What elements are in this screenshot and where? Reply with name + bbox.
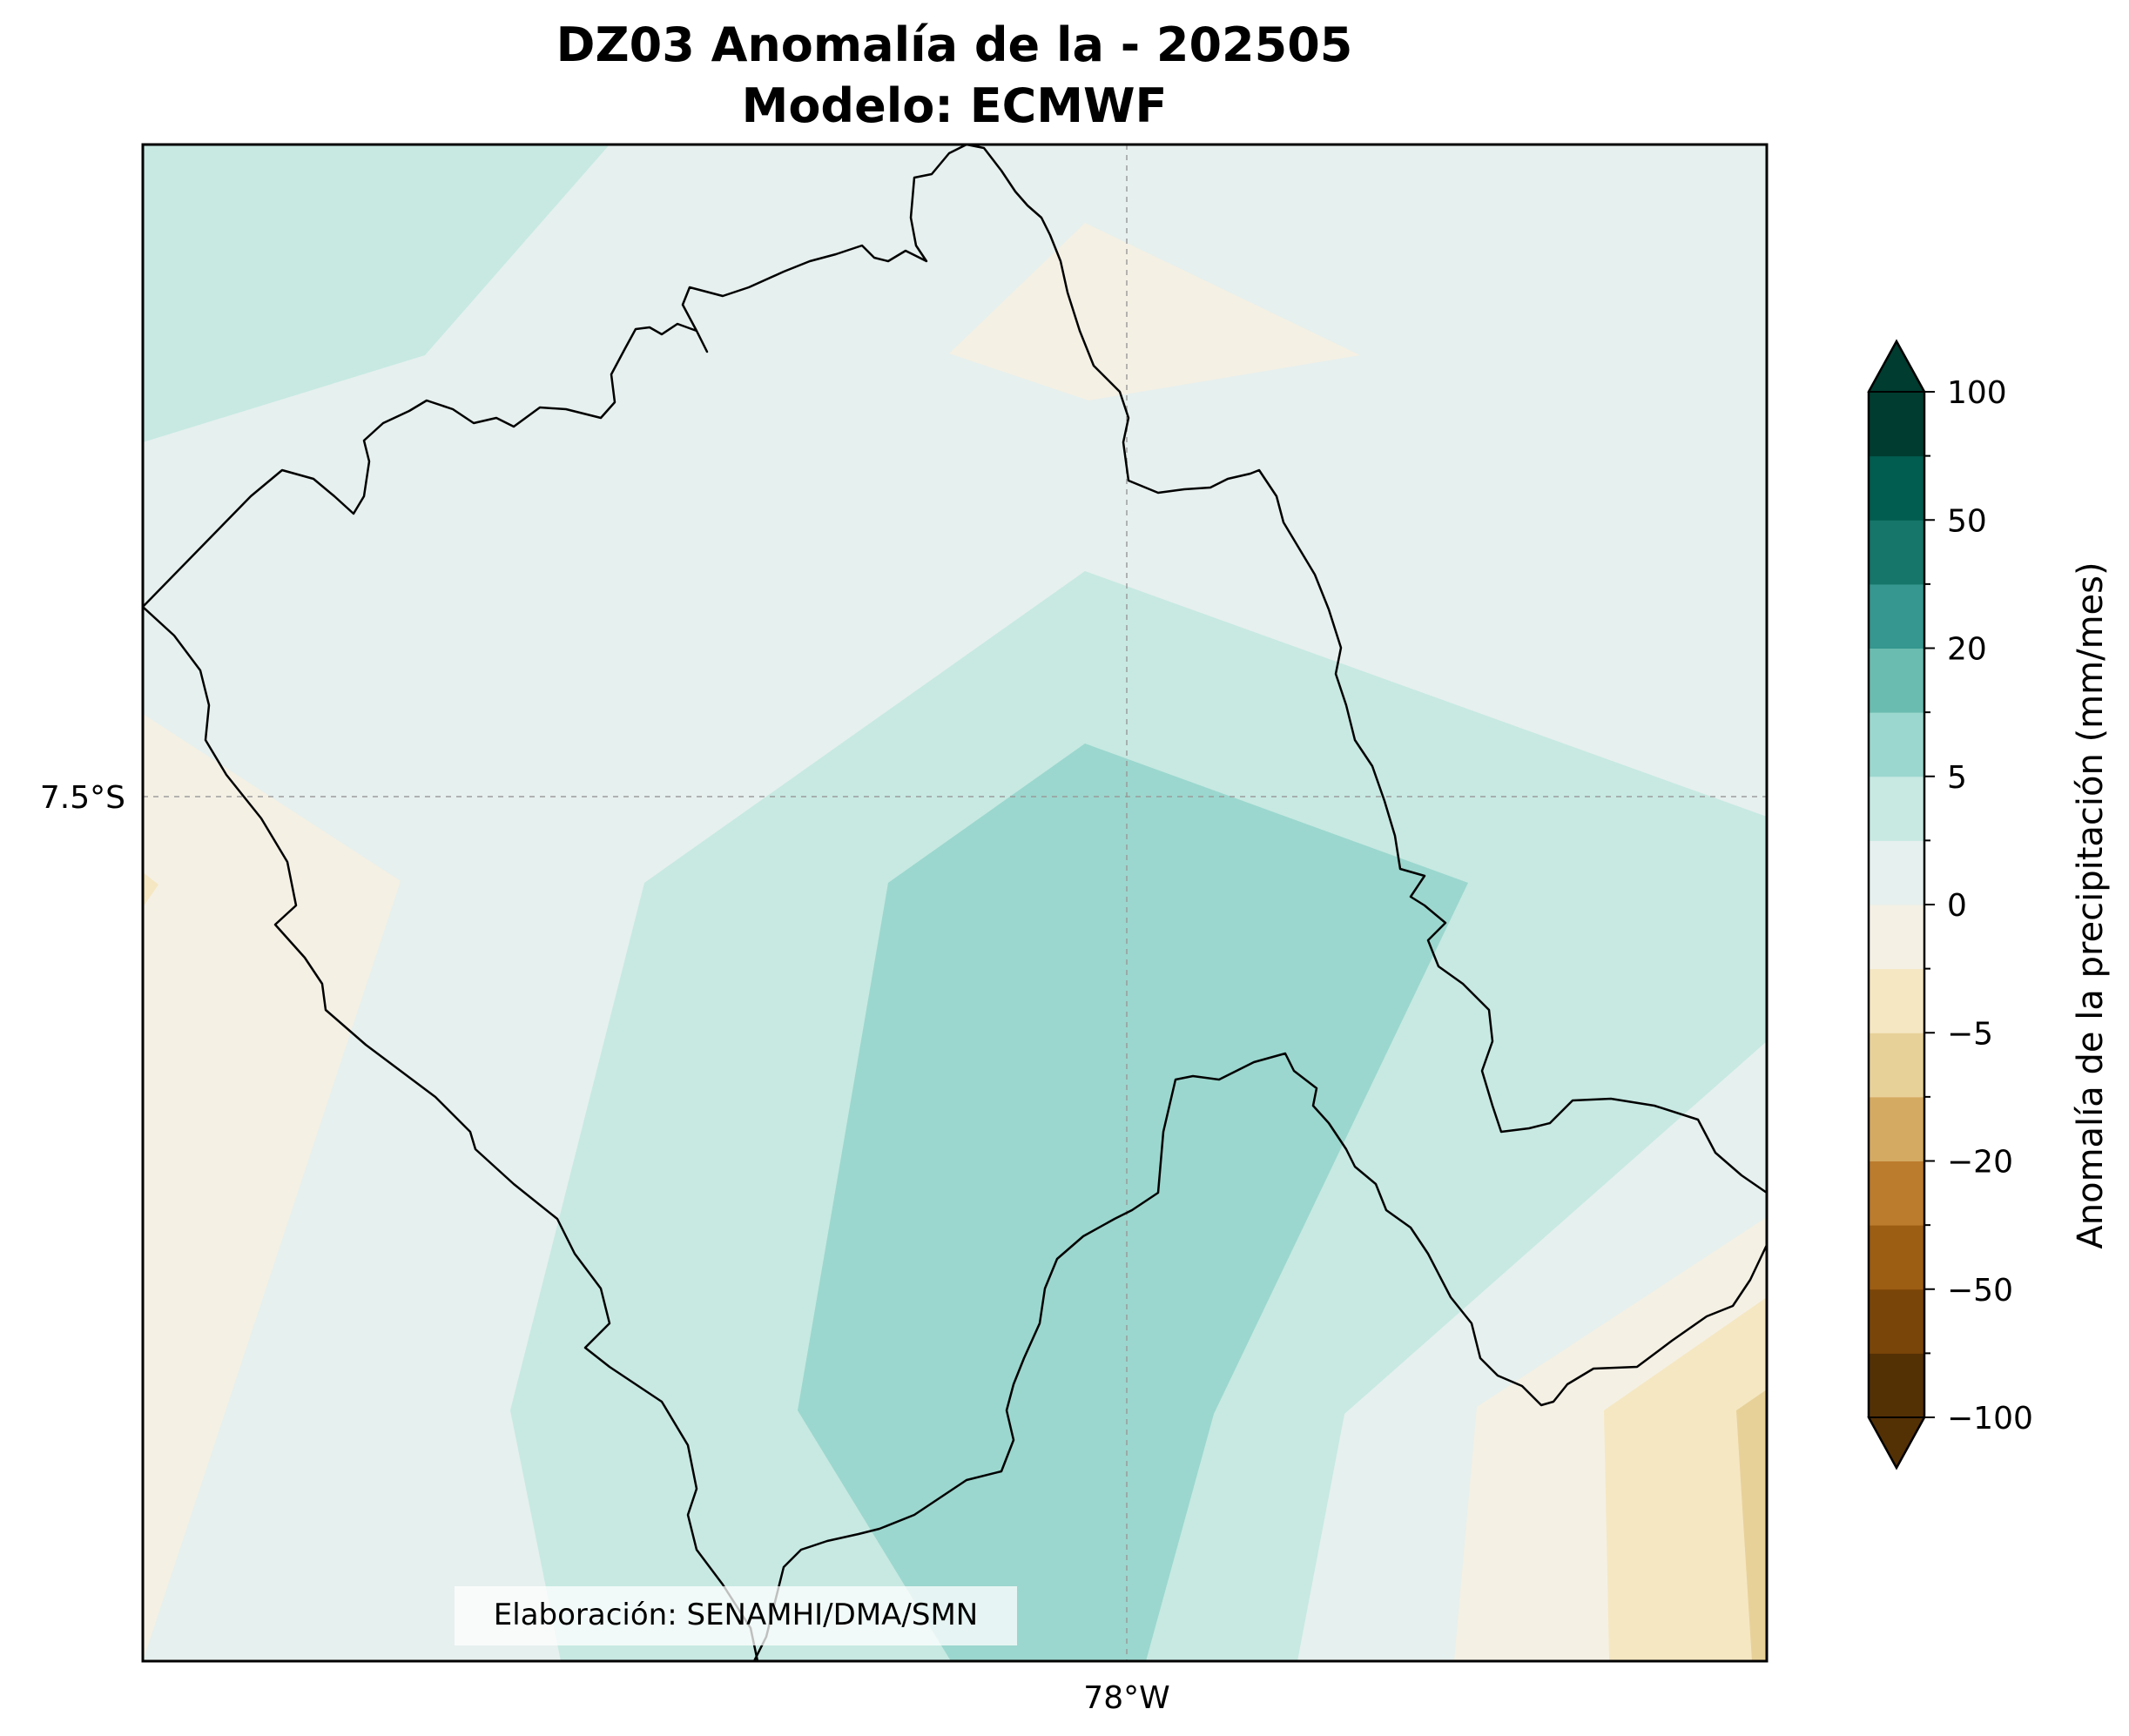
colorbar-tick-label: 0: [1947, 888, 1967, 924]
colorbar-segment: [1869, 583, 1924, 649]
map-frame: [141, 143, 1769, 1663]
colorbar-segment: [1869, 392, 1924, 457]
coastline-boundary: [143, 606, 759, 1661]
map-title-line2: Modelo: ECMWF: [742, 78, 1168, 133]
anomaly-contour-teal-core: [798, 744, 1468, 1661]
anomaly-contour-tan-left-edge: [143, 872, 158, 907]
anomaly-contour-teal-topleft: [143, 145, 610, 442]
colorbar-segment: [1869, 840, 1924, 905]
colorbar-segment: [1869, 1033, 1924, 1098]
credit-text: Elaboración: SENAMHI/DMA/SMN: [494, 1598, 978, 1632]
colorbar-tick-label: −5: [1947, 1016, 1993, 1052]
colorbar-segment: [1869, 1096, 1924, 1161]
region-boundary-south: [752, 1052, 1767, 1661]
anomaly-contour-beige-top: [949, 223, 1360, 400]
credit-box: [455, 1586, 1017, 1645]
colorbar-tick-label: 50: [1947, 503, 1987, 539]
colorbar-segment: [1869, 968, 1924, 1033]
anomaly-contour-tan-bottomright: [1604, 1297, 1767, 1661]
colorbar-extend-top: [1867, 339, 1926, 393]
map-panel: Elaboración: SENAMHI/DMA/SMN: [143, 145, 1767, 1661]
colorbar-label: Anomalía de la precipitación (mm/mes): [2071, 562, 2111, 1248]
colorbar-tick-label: −100: [1947, 1401, 2033, 1437]
colorbar-tick-label: 100: [1947, 375, 2007, 411]
map-title-line1: DZ03 Anomalía de la - 202505: [556, 17, 1353, 72]
colorbar-segment: [1869, 455, 1924, 521]
colorbar-tick-label: −20: [1947, 1145, 2013, 1181]
colorbar-segment: [1869, 520, 1924, 585]
colorbar-segment: [1869, 776, 1924, 841]
colorbar-segment: [1869, 1225, 1924, 1290]
colorbar-tick-label: −50: [1947, 1273, 2013, 1309]
colorbar-tick-label: 20: [1947, 632, 1987, 668]
lat-tick-label: 7.5°S: [40, 780, 125, 816]
colorbar-segment: [1869, 1161, 1924, 1226]
region-boundary-north: [143, 145, 1767, 1194]
colorbar-segment: [1869, 1289, 1924, 1354]
colorbar-segment: [1869, 1353, 1924, 1418]
colorbar-tick-label: 5: [1947, 760, 1967, 796]
anomaly-contour-darktan-corner: [1736, 1389, 1767, 1661]
anomaly-contour-beige-left: [143, 714, 401, 1661]
colorbar-segment: [1869, 648, 1924, 713]
lon-tick-label: 78°W: [1083, 1680, 1169, 1716]
colorbar-segment: [1869, 712, 1924, 777]
colorbar-segment: [1869, 905, 1924, 970]
colorbar-extend-bottom: [1867, 1416, 1926, 1470]
